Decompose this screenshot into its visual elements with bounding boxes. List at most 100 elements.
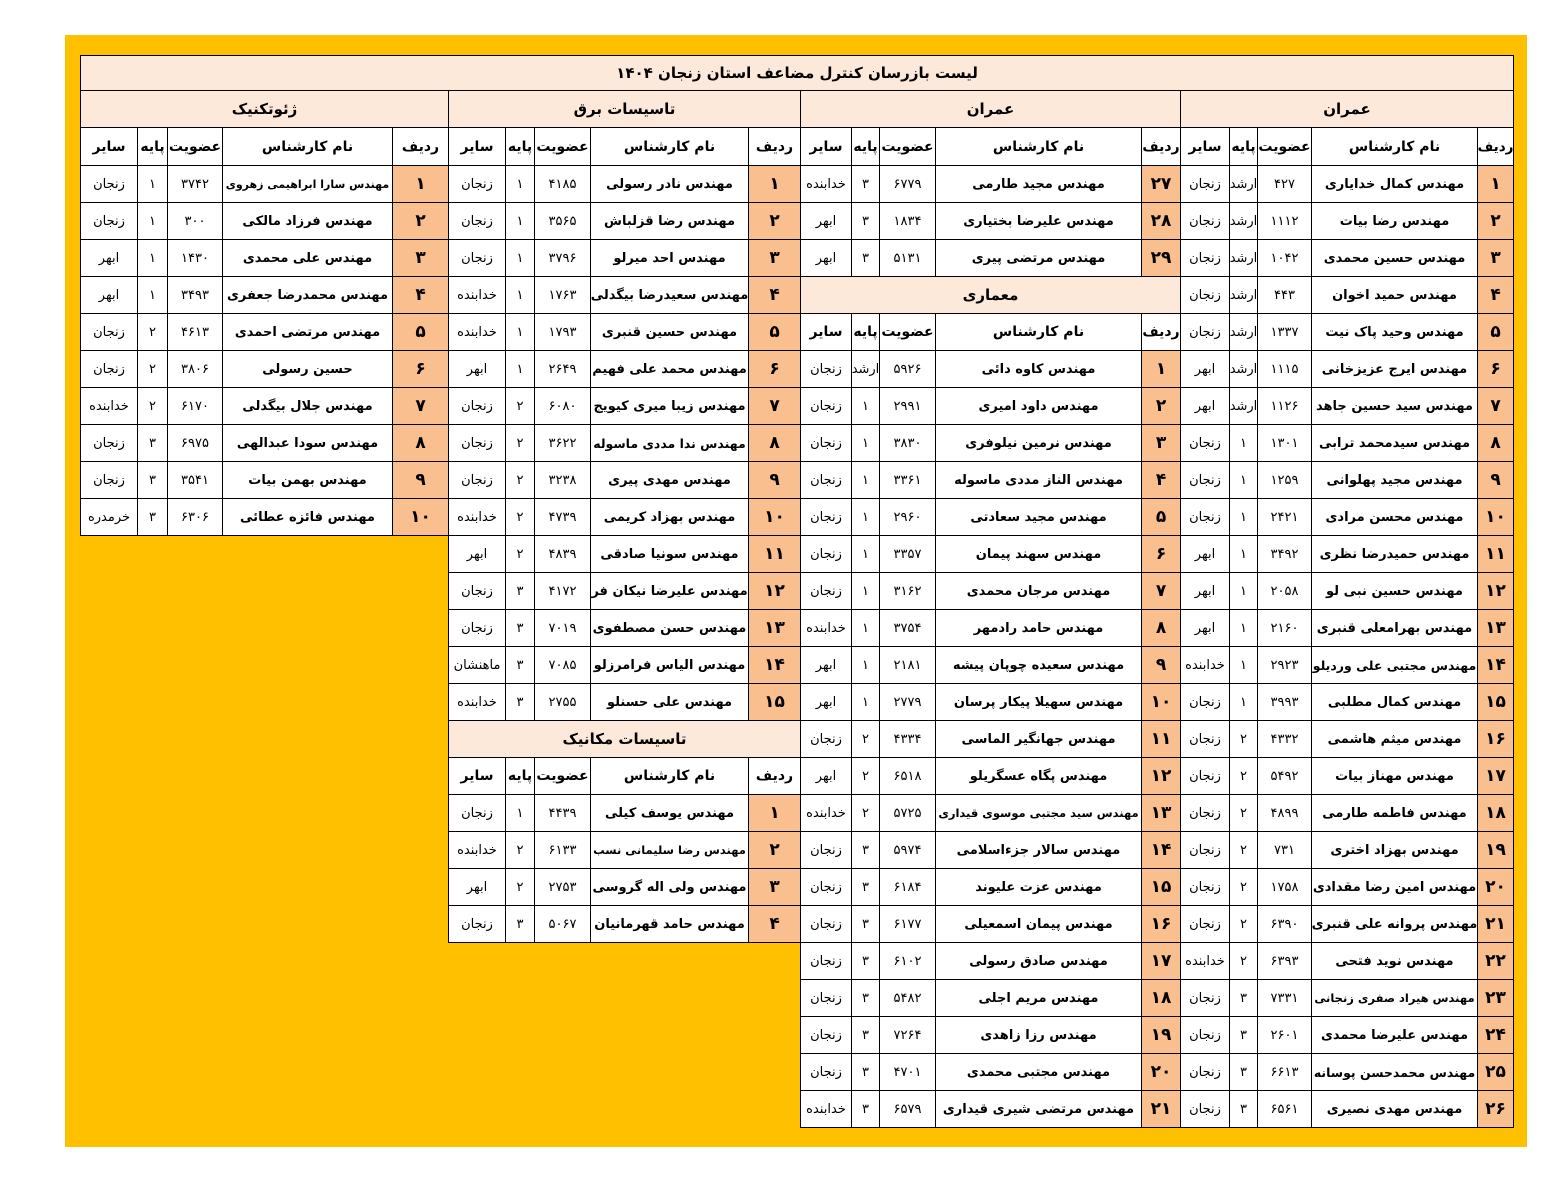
column-header: عضویت — [534, 757, 591, 795]
expert-name: مهندس علیرضا محمدی — [1311, 1016, 1478, 1054]
city: خدابنده — [448, 831, 506, 869]
membership: ۲۱۶۰ — [1257, 609, 1312, 647]
city: زنجان — [1180, 720, 1230, 758]
column-header: پایه — [851, 313, 880, 351]
column-header: عضویت — [167, 127, 223, 166]
row-number: ۱۱ — [748, 535, 801, 573]
expert-name: مهندس حسین نبی لو — [1311, 572, 1478, 610]
row-number: ۱۰ — [1477, 498, 1514, 536]
row-number: ۴ — [1141, 461, 1181, 499]
row-number: ۱۳ — [748, 609, 801, 647]
city: زنجان — [80, 202, 138, 240]
row-number: ۲۳ — [1477, 979, 1514, 1017]
city: زنجان — [800, 350, 852, 388]
grade: ۱ — [851, 572, 880, 610]
city: زنجان — [1180, 868, 1230, 906]
city: خدابنده — [448, 276, 506, 314]
city: خدابنده — [448, 498, 506, 536]
grade: ۳ — [851, 831, 880, 869]
grade: ۳ — [1229, 1090, 1258, 1128]
grade: ۲ — [1229, 942, 1258, 980]
membership: ۶۷۷۹ — [879, 165, 936, 203]
expert-name: مهندس نوید فتحی — [1311, 942, 1478, 980]
membership: ۴۷۳۹ — [534, 498, 591, 536]
grade: ۳ — [851, 979, 880, 1017]
membership: ۵۰۶۷ — [534, 905, 591, 943]
expert-name: مهندس ندا مددی ماسوله — [590, 424, 749, 462]
city: خدابنده — [800, 1090, 852, 1128]
grade: ۳ — [851, 905, 880, 943]
membership: ۵۹۲۶ — [879, 350, 936, 388]
expert-name: مهندس داود امیری — [935, 387, 1142, 425]
city: زنجان — [800, 979, 852, 1017]
city: زنجان — [80, 313, 138, 351]
city: ابهر — [448, 868, 506, 906]
row-number: ۲ — [392, 202, 449, 240]
membership: ۷۰۱۹ — [534, 609, 591, 647]
table-title: لیست بازرسان کنترل مضاعف استان زنجان ۱۴۰… — [80, 55, 1514, 91]
column-header: پایه — [1229, 127, 1258, 166]
row-number: ۳ — [1141, 424, 1181, 462]
expert-name: مهندس مرتضی پیری — [935, 239, 1142, 277]
membership: ۳۸۳۰ — [879, 424, 936, 462]
expert-name: مهندس مجید سعادتی — [935, 498, 1142, 536]
expert-name: مهندس سونیا صادقی — [590, 535, 749, 573]
membership: ۲۷۷۹ — [879, 683, 936, 721]
city: زنجان — [1180, 683, 1230, 721]
city: ابهر — [80, 276, 138, 314]
grade: ۲ — [851, 757, 880, 795]
membership: ۳۵۴۱ — [167, 461, 223, 499]
membership: ۴۶۱۳ — [167, 313, 223, 351]
expert-name: مهندس حسین قنبری — [590, 313, 749, 351]
expert-name: مهندس کاوه دائی — [935, 350, 1142, 388]
row-number: ۲۹ — [1141, 239, 1181, 277]
membership: ۱۱۱۵ — [1257, 350, 1312, 388]
row-number: ۲۶ — [1477, 1090, 1514, 1128]
row-number: ۹ — [1477, 461, 1514, 499]
row-number: ۱۵ — [1477, 683, 1514, 721]
membership: ۴۱۸۵ — [534, 165, 591, 203]
section-header: تاسیسات مکانیک — [448, 720, 801, 758]
expert-name: مهندس بهزاد اختری — [1311, 831, 1478, 869]
membership: ۳۸۰۶ — [167, 350, 223, 388]
expert-name: مهندس مریم اجلی — [935, 979, 1142, 1017]
expert-name: مهندس هیراد صفری زنجانی — [1311, 979, 1478, 1017]
expert-name: مهندس علی حسنلو — [590, 683, 749, 721]
grade: ۲ — [1229, 868, 1258, 906]
city: خدابنده — [448, 683, 506, 721]
membership: ۵۴۹۲ — [1257, 757, 1312, 795]
city: زنجان — [800, 424, 852, 462]
membership: ۶۹۷۵ — [167, 424, 223, 462]
membership: ۱۴۳۰ — [167, 239, 223, 277]
row-number: ۱۰ — [748, 498, 801, 536]
row-number: ۵ — [392, 313, 449, 351]
membership: ۱۱۲۶ — [1257, 387, 1312, 425]
column-header: نام کارشناس — [222, 127, 393, 166]
row-number: ۱۷ — [1477, 757, 1514, 795]
row-number: ۷ — [1141, 572, 1181, 610]
city: خدابنده — [800, 794, 852, 832]
row-number: ۸ — [1477, 424, 1514, 462]
grade: ۱ — [505, 165, 535, 203]
city: ماهنشان — [448, 646, 506, 684]
city: ابهر — [800, 239, 852, 277]
expert-name: مهندس حسن مصطفوی — [590, 609, 749, 647]
column-header: نام کارشناس — [590, 757, 749, 795]
membership: ۴۱۷۲ — [534, 572, 591, 610]
city: ابهر — [1180, 387, 1230, 425]
city: زنجان — [448, 572, 506, 610]
expert-name: مهندس امین رضا مقدادی — [1311, 868, 1478, 906]
membership: ۴۲۷ — [1257, 165, 1312, 203]
grade: ۱ — [1229, 535, 1258, 573]
expert-name: مهندس یوسف کیلی — [590, 794, 749, 832]
row-number: ۸ — [748, 424, 801, 462]
expert-name: مهندس مهدی نصیری — [1311, 1090, 1478, 1128]
row-number: ۱۰ — [1141, 683, 1181, 721]
city: زنجان — [448, 794, 506, 832]
row-number: ۱۶ — [1477, 720, 1514, 758]
membership: ۳۲۳۸ — [534, 461, 591, 499]
grade: ۱ — [505, 350, 535, 388]
city: زنجان — [800, 1053, 852, 1091]
city: زنجان — [448, 202, 506, 240]
expert-name: مهندس سعیدرضا بیگدلی — [590, 276, 749, 314]
